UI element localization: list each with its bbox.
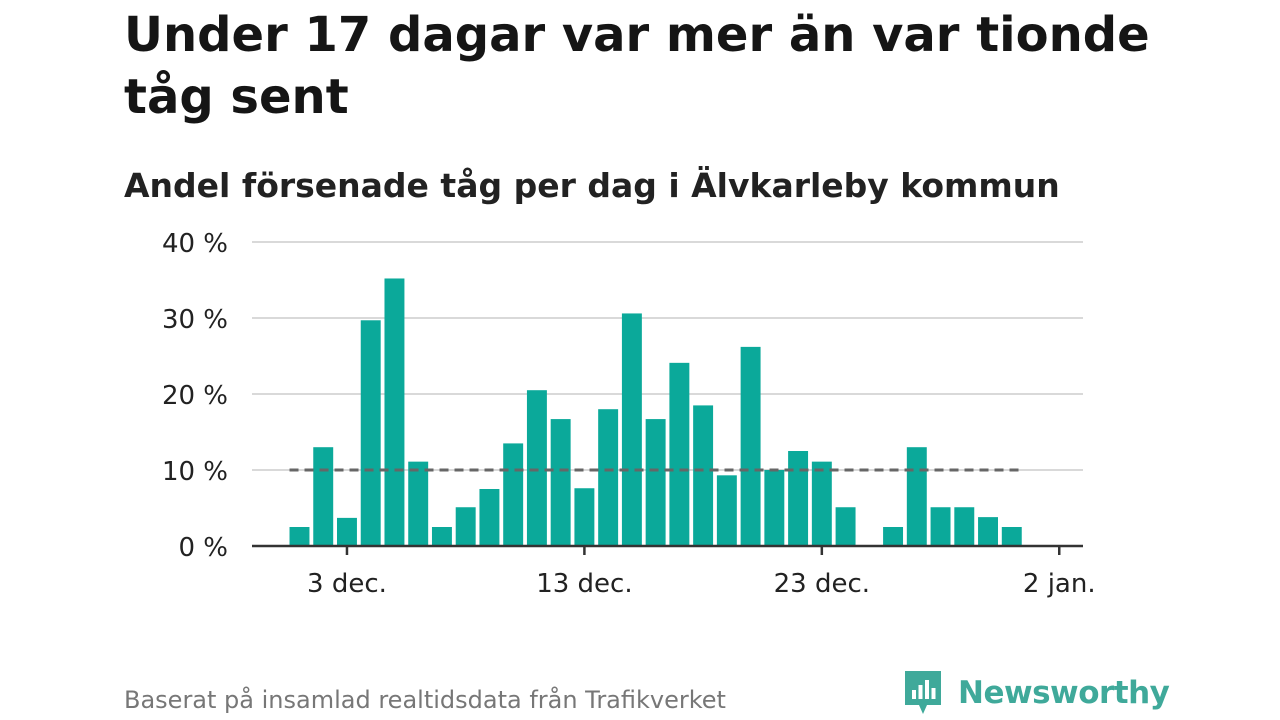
bar — [313, 447, 334, 546]
bar — [336, 517, 357, 546]
bar — [289, 527, 310, 546]
x-tick-label: 3 dec. — [307, 569, 387, 599]
bar-chart: 0 % 10 % 20 % 30 % 40 % 3 dec. 13 dec. 23 dec.… — [162, 229, 1096, 599]
brand-name: Newsworthy — [958, 675, 1170, 711]
bar — [645, 419, 666, 546]
bar — [598, 409, 619, 546]
x-tick-label: 13 dec. — [536, 569, 632, 599]
y-tick-label: 30 % — [162, 305, 228, 335]
bar — [408, 461, 429, 546]
bar — [384, 278, 405, 546]
chart-subtitle: Andel försenade tåg per dag i Älvkarleby… — [124, 166, 1060, 205]
bar — [788, 451, 809, 546]
y-tick-label: 0 % — [178, 533, 228, 563]
y-tick-label: 40 % — [162, 229, 228, 259]
bar — [526, 390, 547, 546]
bar — [574, 488, 595, 546]
bar — [669, 362, 690, 546]
bar — [621, 313, 642, 546]
bar — [978, 517, 999, 546]
bar — [883, 527, 904, 546]
bar — [360, 320, 381, 546]
x-axis: 3 dec. 13 dec. 23 dec. 2 jan. — [252, 544, 1096, 599]
bar — [740, 346, 761, 546]
bar — [835, 507, 856, 546]
bar — [716, 475, 737, 546]
bar — [811, 461, 832, 546]
bar — [764, 470, 785, 546]
bar — [550, 419, 571, 546]
bar — [431, 527, 452, 546]
brand-logo[interactable]: Newsworthy — [902, 668, 1170, 718]
newsworthy-logo-icon — [905, 671, 941, 714]
y-tick-label: 20 % — [162, 381, 228, 411]
y-axis-labels: 0 % 10 % 20 % 30 % 40 % — [162, 229, 228, 563]
chart-title: Under 17 dagar var mer än var tionde tåg… — [124, 7, 1150, 125]
bar — [693, 405, 714, 546]
x-tick-label: 2 jan. — [1023, 569, 1096, 599]
bar — [503, 443, 524, 546]
bar — [455, 507, 476, 546]
bar — [1001, 527, 1022, 546]
source-note: Baserat på insamlad realtidsdata från Tr… — [124, 686, 726, 714]
x-tick-label: 23 dec. — [774, 569, 870, 599]
bar — [930, 507, 951, 546]
bar — [479, 489, 500, 546]
bar — [954, 507, 975, 546]
y-tick-label: 10 % — [162, 457, 228, 487]
bar — [906, 447, 927, 546]
